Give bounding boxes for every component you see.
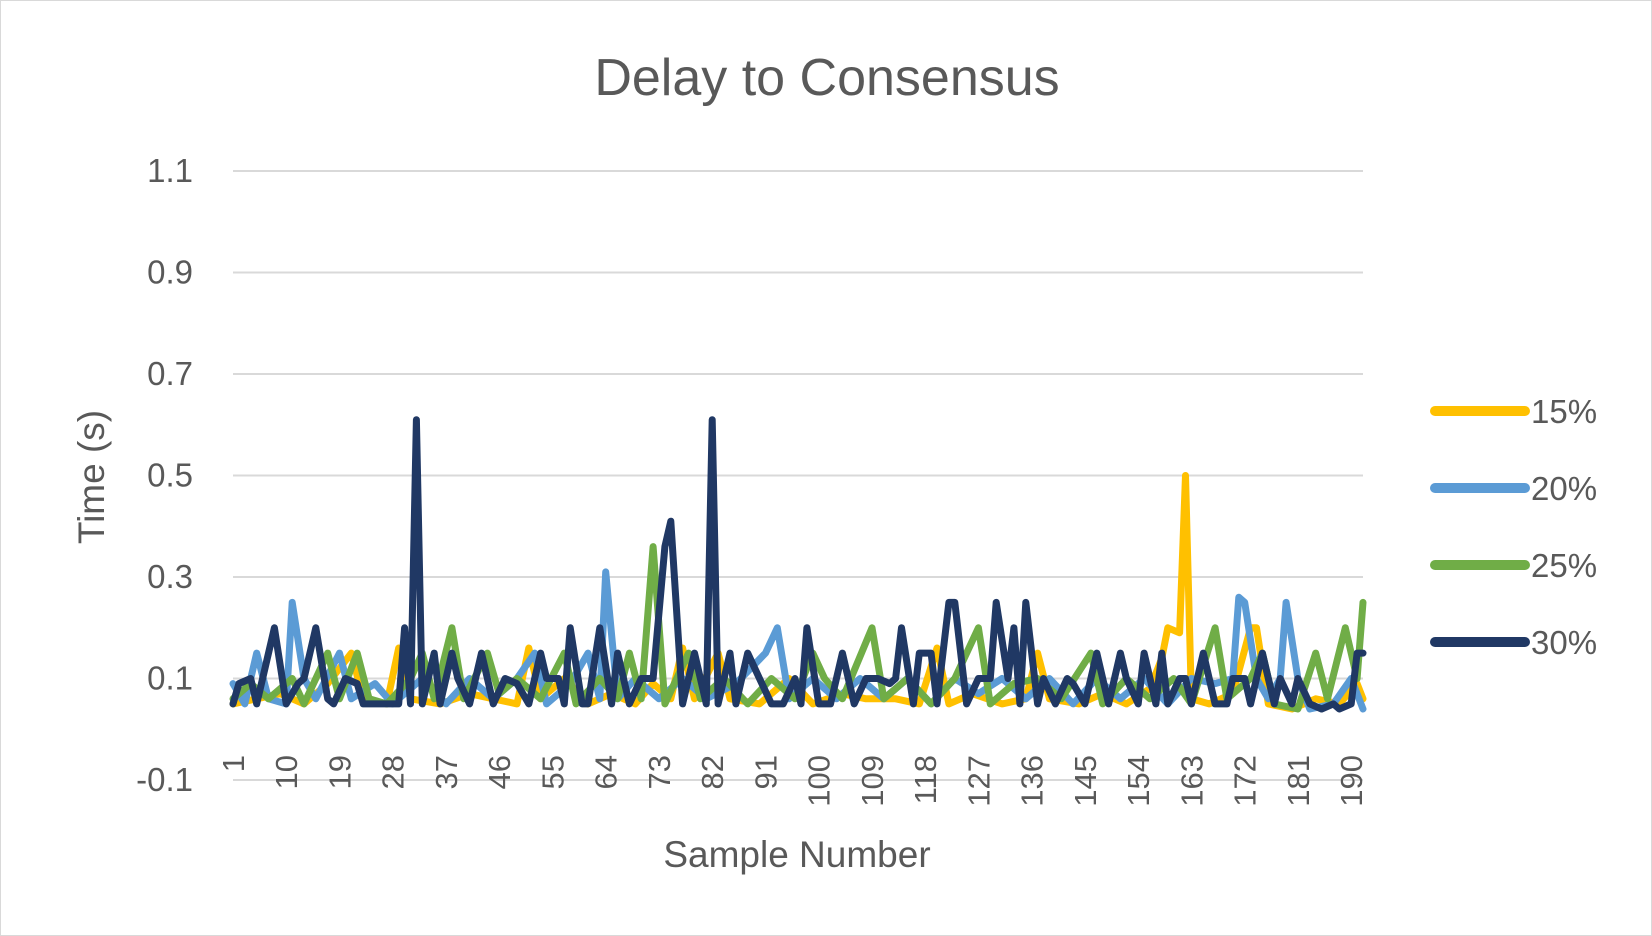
legend: 15% 20% 25% 30% (1430, 393, 1597, 661)
x-axis-tick-labels: 1 10 19 28 37 46 55 64 73 82 91 100 109 118 127 136 145 1… (216, 755, 1369, 807)
x-tick-label: 190 (1334, 755, 1369, 807)
y-tick-label: -0.1 (136, 761, 193, 798)
y-tick-label: 0.3 (147, 558, 193, 595)
x-tick-label: 55 (535, 755, 570, 789)
series-line-20pct (229, 568, 1367, 713)
x-tick-label: 100 (802, 755, 837, 807)
x-tick-label: 64 (589, 755, 624, 789)
x-tick-label: 10 (269, 755, 304, 789)
x-tick-label: 73 (642, 755, 677, 789)
y-axis-label: Time (s) (71, 410, 112, 544)
legend-label: 30% (1531, 624, 1597, 661)
y-tick-label: 0.1 (147, 660, 193, 697)
x-tick-label: 127 (961, 755, 996, 807)
y-tick-label: 0.5 (147, 457, 193, 494)
x-tick-label: 28 (376, 755, 411, 789)
x-tick-label: 91 (748, 755, 783, 789)
x-tick-label: 19 (322, 755, 357, 789)
y-tick-label: 1.1 (147, 152, 193, 189)
x-tick-label: 1 (216, 755, 251, 772)
x-tick-label: 37 (429, 755, 464, 789)
series-lines (229, 416, 1367, 713)
legend-label: 15% (1531, 393, 1597, 430)
y-tick-label: 0.9 (147, 254, 193, 291)
x-tick-label: 154 (1121, 755, 1156, 807)
x-tick-label: 46 (482, 755, 517, 789)
x-tick-label: 82 (695, 755, 730, 789)
legend-label: 25% (1531, 547, 1597, 584)
x-tick-label: 109 (855, 755, 890, 807)
x-tick-label: 172 (1228, 755, 1263, 807)
series-line-30pct (229, 416, 1367, 713)
legend-label: 20% (1531, 470, 1597, 507)
y-tick-label: 0.7 (147, 355, 193, 392)
x-tick-label: 181 (1281, 755, 1316, 807)
chart-title: Delay to Consensus (594, 49, 1059, 107)
y-axis-tick-labels: -0.1 0.1 0.3 0.5 0.7 0.9 1.1 (136, 152, 193, 798)
x-tick-label: 145 (1068, 755, 1103, 807)
x-tick-label: 163 (1174, 755, 1209, 807)
x-axis-label: Sample Number (663, 834, 930, 875)
x-tick-label: 118 (908, 755, 943, 804)
x-tick-label: 136 (1015, 755, 1050, 807)
